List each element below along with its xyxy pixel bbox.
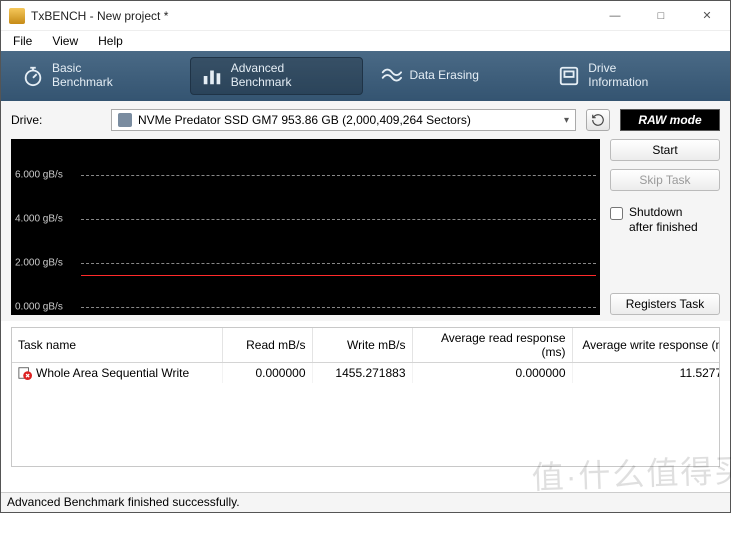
tab-label: AdvancedBenchmark	[231, 62, 292, 90]
shutdown-checkbox[interactable]	[610, 207, 623, 220]
chart-gridline	[81, 263, 596, 264]
menu-file[interactable]: File	[5, 32, 40, 50]
drive-icon	[118, 113, 132, 127]
drive-row: Drive: NVMe Predator SSD GM7 953.86 GB (…	[1, 101, 730, 139]
shutdown-label: Shutdown after finished	[629, 205, 698, 235]
chart-gridline	[81, 175, 596, 176]
registers-task-button[interactable]: Registers Task	[610, 293, 720, 315]
shutdown-after-finished[interactable]: Shutdown after finished	[610, 205, 720, 235]
drive-select[interactable]: NVMe Predator SSD GM7 953.86 GB (2,000,4…	[111, 109, 576, 131]
refresh-button[interactable]	[586, 109, 610, 131]
table-header[interactable]: Read mB/s	[222, 328, 312, 363]
bars-icon	[201, 65, 223, 87]
window-close-button[interactable]: ✕	[684, 1, 730, 31]
menu-help[interactable]: Help	[90, 32, 131, 50]
menu-view[interactable]: View	[44, 32, 86, 50]
results-table: Task nameRead mB/sWrite mB/sAverage read…	[11, 327, 720, 467]
chart-series-write	[81, 275, 596, 276]
drive-selected-text: NVMe Predator SSD GM7 953.86 GB (2,000,4…	[138, 113, 471, 127]
tab-label: Data Erasing	[410, 69, 479, 83]
tab-label: BasicBenchmark	[52, 62, 113, 90]
refresh-icon	[591, 113, 605, 127]
main-area: 6.000 gB/s 4.000 gB/s 2.000 gB/s 0.000 gB/s…	[1, 139, 730, 321]
tab-drive-information[interactable]: DriveInformation	[547, 57, 720, 95]
side-panel: Start Skip Task Shutdown after finished …	[610, 139, 720, 315]
drive-info-icon	[558, 65, 580, 87]
skip-task-button[interactable]: Skip Task	[610, 169, 720, 191]
raw-mode-button[interactable]: RAW mode	[620, 109, 720, 131]
tab-data-erasing[interactable]: Data Erasing	[369, 57, 542, 95]
table-header[interactable]: Average read response (ms)	[412, 328, 572, 363]
erase-icon	[380, 65, 402, 87]
drive-label: Drive:	[11, 113, 101, 127]
table-cell: Whole Area Sequential Write	[12, 363, 222, 384]
statusbar: Advanced Benchmark finished successfully…	[1, 492, 730, 512]
status-text: Advanced Benchmark finished successfully…	[7, 495, 240, 509]
table-cell: 1455.271883	[312, 363, 412, 384]
window-maximize-button[interactable]: □	[638, 1, 684, 31]
window-minimize-button[interactable]: —	[592, 1, 638, 31]
chart-gridline	[81, 307, 596, 308]
table-row[interactable]: Whole Area Sequential Write0.0000001455.…	[12, 363, 720, 384]
task-icon	[18, 366, 32, 380]
chart-y-label: 2.000 gB/s	[15, 258, 63, 269]
tab-basic-benchmark[interactable]: BasicBenchmark	[11, 57, 184, 95]
tabbar: BasicBenchmark AdvancedBenchmark Data Er…	[1, 51, 730, 101]
table-cell: 0.000000	[222, 363, 312, 384]
chart-y-label: 6.000 gB/s	[15, 170, 63, 181]
window-title: TxBENCH - New project *	[31, 9, 592, 23]
app-icon	[9, 8, 25, 24]
table-cell: 11.527762	[572, 363, 720, 384]
menubar: File View Help	[1, 31, 730, 51]
start-button[interactable]: Start	[610, 139, 720, 161]
chart-gridline	[81, 219, 596, 220]
table-header[interactable]: Average write response (ms)	[572, 328, 720, 363]
tab-advanced-benchmark[interactable]: AdvancedBenchmark	[190, 57, 363, 95]
results-table-inner: Task nameRead mB/sWrite mB/sAverage read…	[12, 328, 720, 383]
titlebar: TxBENCH - New project * — □ ✕	[1, 1, 730, 31]
tab-label: DriveInformation	[588, 62, 648, 90]
table-header[interactable]: Write mB/s	[312, 328, 412, 363]
throughput-chart: 6.000 gB/s 4.000 gB/s 2.000 gB/s 0.000 gB/s	[11, 139, 600, 315]
chart-y-label: 4.000 gB/s	[15, 214, 63, 225]
chart-y-label: 0.000 gB/s	[15, 302, 63, 313]
chevron-down-icon: ▾	[564, 115, 569, 126]
stopwatch-icon	[22, 65, 44, 87]
table-cell: 0.000000	[412, 363, 572, 384]
table-header[interactable]: Task name	[12, 328, 222, 363]
